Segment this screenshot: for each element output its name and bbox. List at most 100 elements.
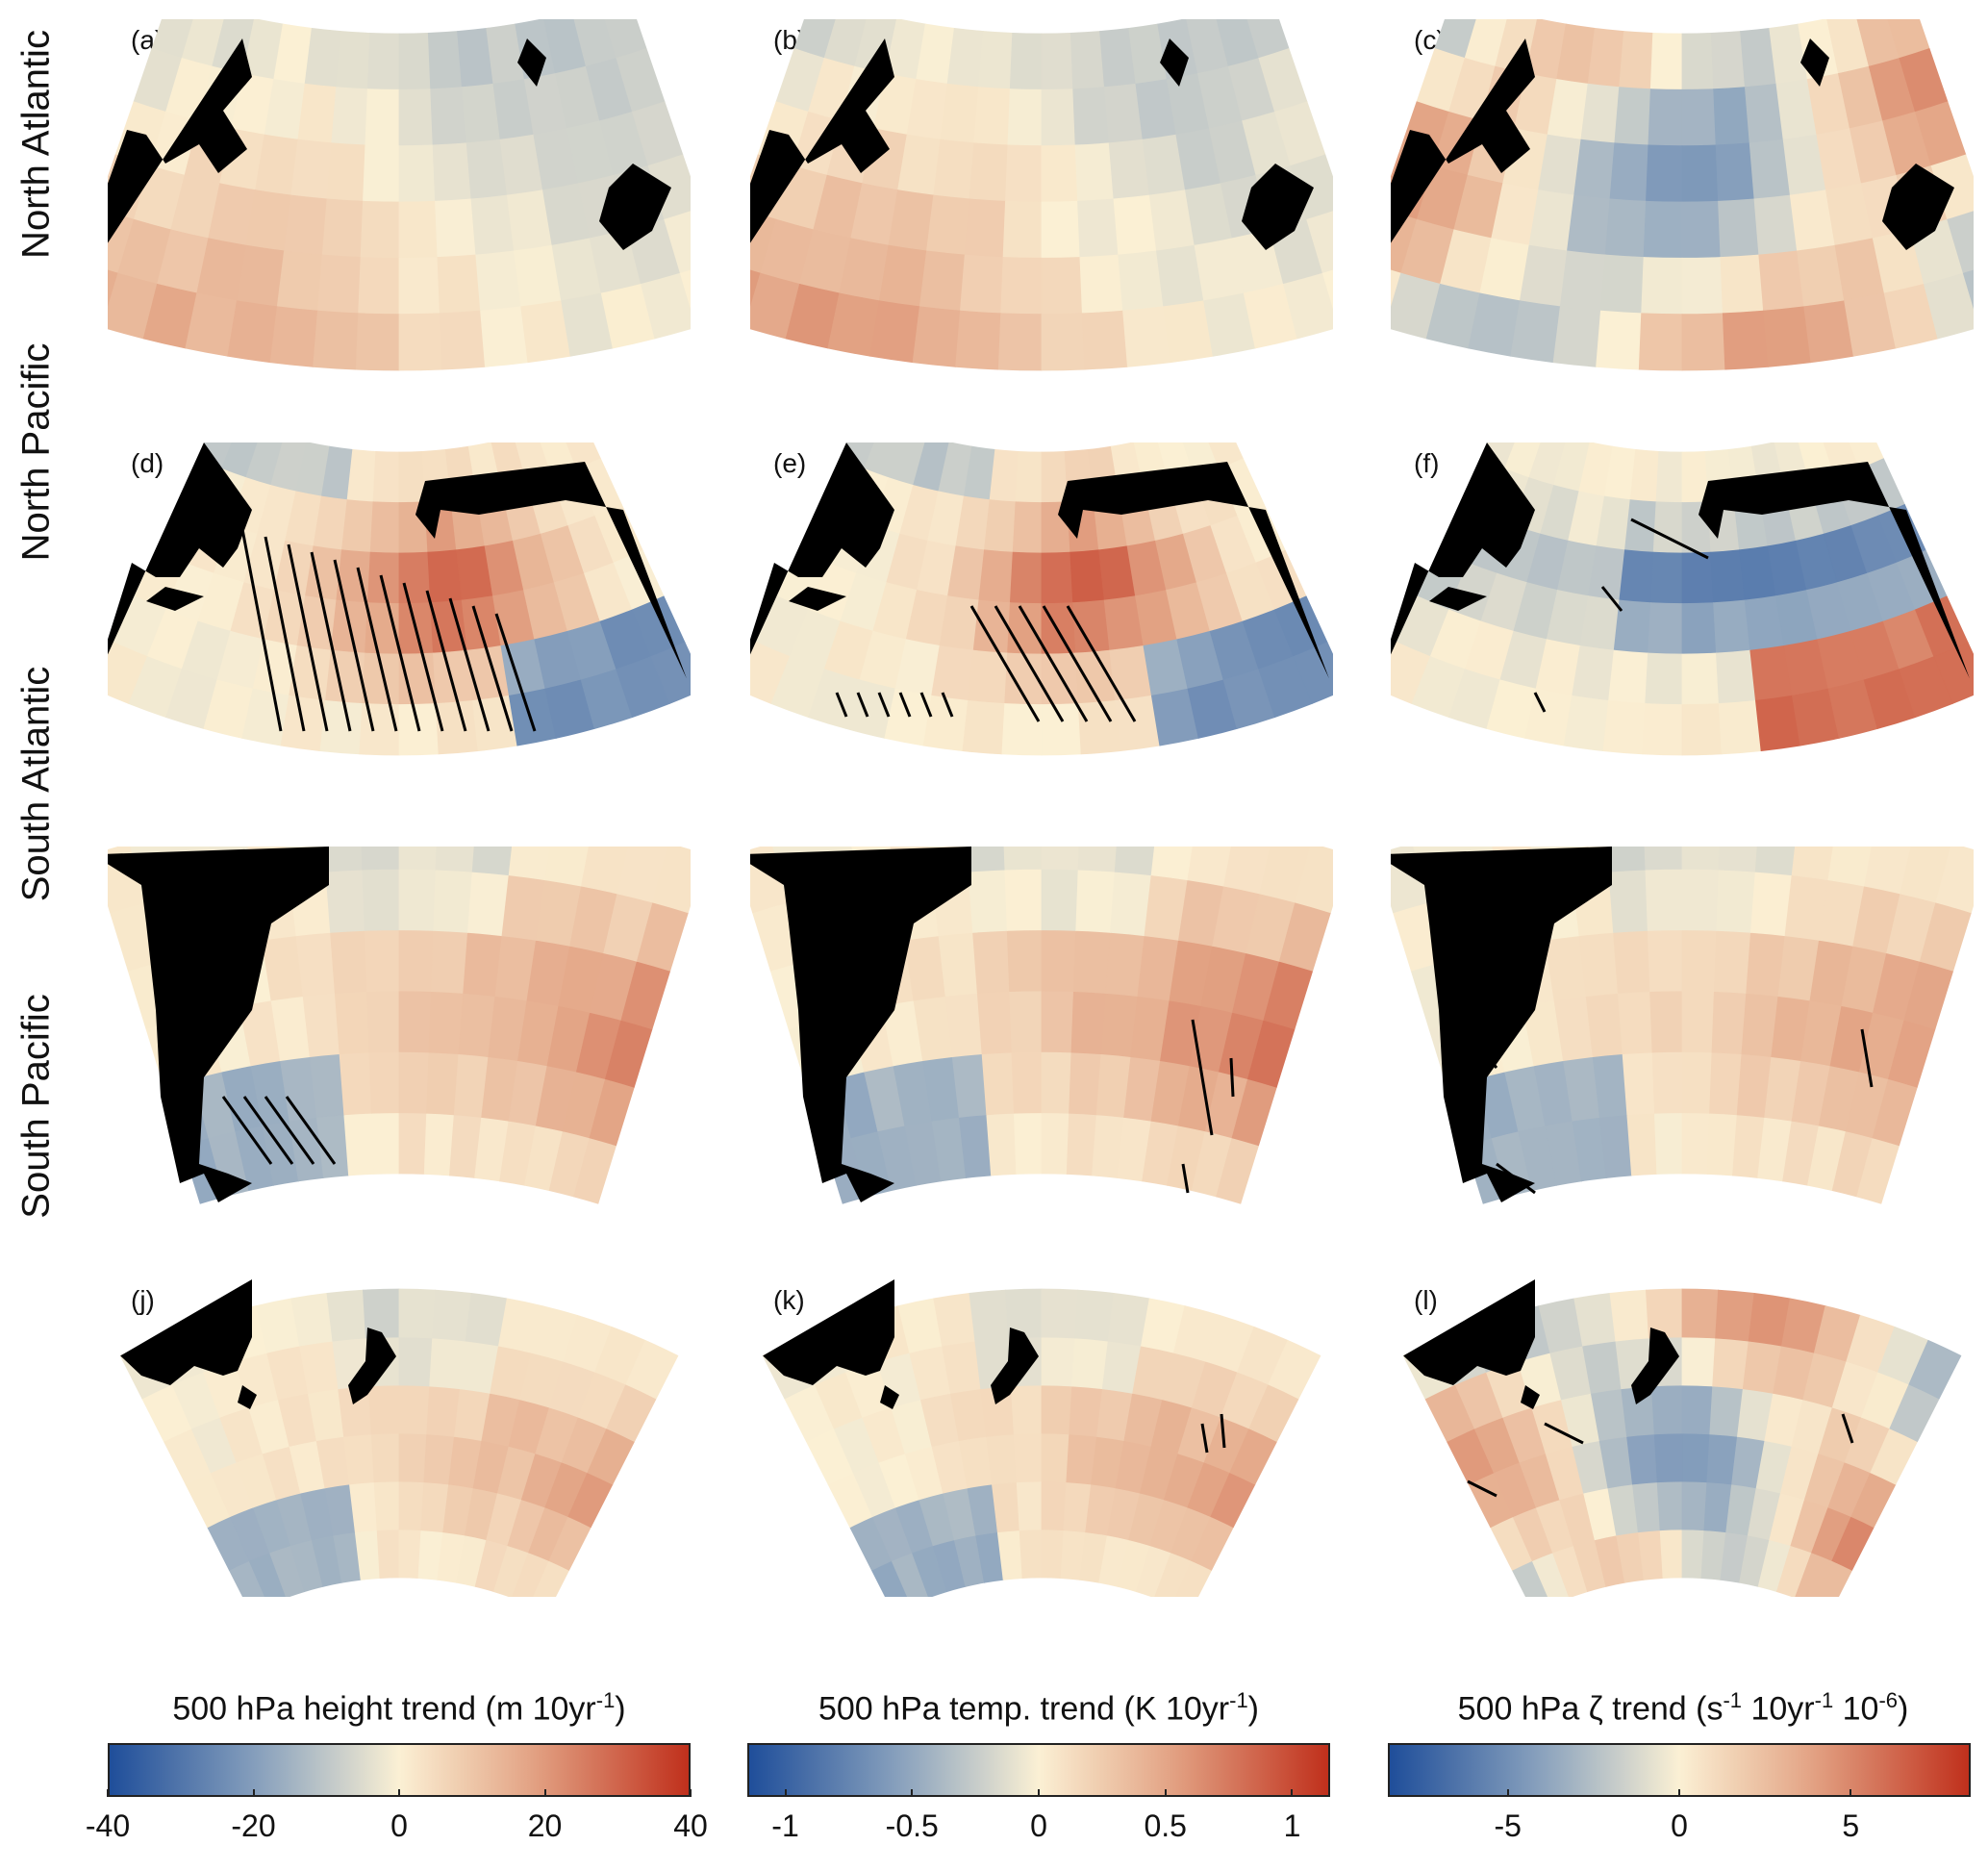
colorbar-tick-mark [398,1789,400,1797]
trend-grid-cell [432,1289,472,1342]
trend-grid-cell [331,87,368,146]
trend-grid-cell [1629,448,1660,503]
trend-grid-cell [361,847,400,871]
trend-grid-cell [1645,652,1683,705]
significance-hatch [287,544,329,732]
trend-grid-cell [1641,257,1683,316]
trend-grid-cell [398,551,432,604]
trend-grid-cell [1681,1112,1711,1175]
trend-grid-cell [1716,649,1756,704]
colorbar-tick-mark [1850,1789,1852,1797]
trend-grid-cell [1681,929,1718,993]
trend-grid-cell [625,1339,679,1400]
trend-grid-cell [1681,1529,1705,1580]
trend-grid-cell [1077,699,1121,755]
map-panel [1391,19,1974,371]
trend-grid-cell [1079,254,1124,315]
colorbar-tick-label: -40 [85,1808,131,1843]
significance-hatch [877,692,891,718]
trend-grid-cell [1649,990,1683,1053]
significance-hatch [333,559,375,732]
map-panel [750,442,1333,756]
trend-grid-cell [1041,313,1086,371]
trend-grid-cell [398,929,435,993]
trend-grid-cell [1585,993,1623,1058]
trend-grid-cell [1624,499,1657,553]
significance-hatch [941,692,954,718]
panel-label: (k) [773,1285,805,1315]
trend-grid-cell [981,1051,1015,1116]
trend-grid-cell [1041,703,1082,756]
colorbar-title-vorticity: 500 hPa ζ trend (s-1 10yr-1 10-6) [1457,1688,1909,1728]
trend-grid-cell [1626,1112,1658,1176]
trend-grid-cell [470,194,515,256]
colorbar-tick-mark [1291,1789,1294,1797]
trend-grid-cell [1041,1480,1068,1531]
trend-grid-cell [1681,551,1715,604]
significance-hatch [264,1096,315,1165]
colorbar-tick-mark [1164,1789,1167,1797]
significance-hatch [856,692,869,718]
trend-grid-cell [1713,929,1751,994]
trend-grid-cell [364,929,400,993]
land-mask [1391,847,1612,1202]
colorbar-tick-label: 1 [1283,1808,1301,1843]
trend-grid-cell [435,847,475,872]
trend-grid-cell [467,871,510,937]
significance-hatch [1066,605,1137,722]
significance-hatch [1630,518,1709,560]
trend-grid-cell [1614,87,1651,146]
trend-grid-cell [1681,652,1720,705]
trend-grid-cell [1573,139,1616,200]
trend-grid-cell [1077,847,1118,872]
trend-grid-cell [1293,642,1333,705]
panel-label: (j) [131,1285,155,1315]
trend-grid-cell [1069,1051,1102,1116]
trend-grid-cell [432,142,472,202]
map-panel [762,1279,1321,1597]
trend-grid-cell [650,642,691,705]
trend-grid-cell [369,501,400,554]
trend-grid-cell [1650,1384,1683,1435]
colorbar-tick-label: 0.5 [1144,1808,1187,1843]
colorbar-tick-label: 0 [390,1808,408,1843]
land-mask [1403,1279,1679,1409]
trend-grid-cell [1510,300,1561,364]
trend-grid-cell [1609,1289,1649,1342]
trend-grid-cell [997,313,1043,371]
trend-grid-cell [978,549,1014,604]
trend-grid-cell [1009,990,1043,1053]
trend-grid-cell [1074,142,1115,202]
trend-grid-cell [1041,929,1077,993]
trend-grid-cell [313,310,360,370]
trend-grid-cell [1004,868,1043,931]
trend-grid-cell [367,1384,400,1435]
trend-grid-cell [1041,88,1076,147]
trend-grid-cell [1626,1433,1658,1485]
trend-grid-cell [1645,868,1683,931]
trend-grid-cell [1646,144,1683,203]
trend-grid-cell [430,929,468,994]
map-panel [119,1279,679,1597]
trend-grid-cell [938,931,978,998]
trend-grid-cell [978,31,1014,90]
colorbar-tick-label: 0 [1671,1808,1688,1843]
trend-grid-cell [976,991,1013,1055]
trend-grid-cell [297,83,338,144]
trend-grid-cell [1713,599,1751,654]
trend-grid-cell [969,142,1009,202]
trend-grid-cell [1681,703,1723,756]
trend-grid-cell [1295,847,1333,914]
significance-hatch [425,590,467,732]
trend-grid-cell [398,200,439,259]
trend-grid-cell [1653,1112,1683,1175]
trend-grid-cell [1113,194,1157,256]
significance-hatch [240,528,283,732]
trend-grid-cell [1005,144,1043,203]
trend-grid-cell [1681,200,1722,259]
trend-grid-cell [1608,649,1648,704]
colorbar-tick-mark [690,1789,692,1797]
significance-hatch [242,1096,294,1165]
trend-grid-cell [398,257,440,316]
colorbar-tick-mark [107,1789,109,1797]
